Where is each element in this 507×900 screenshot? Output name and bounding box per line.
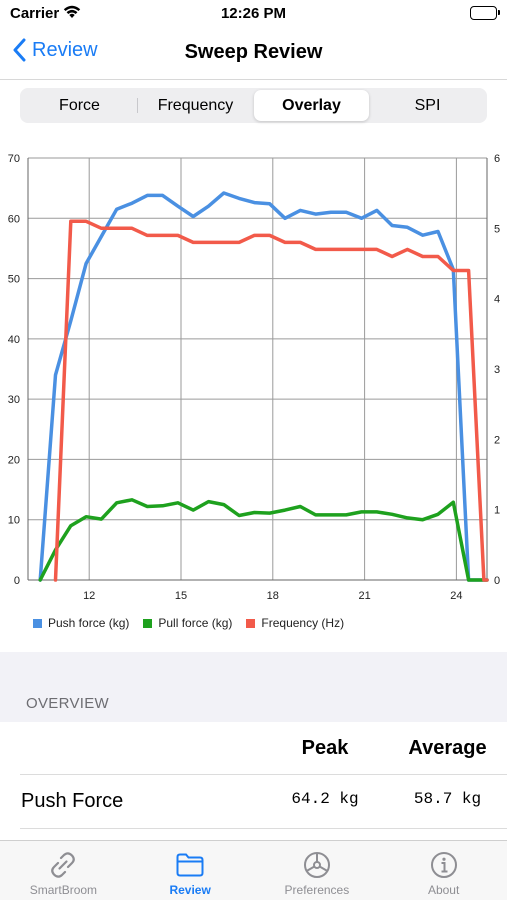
back-button[interactable]: Review (12, 38, 98, 62)
status-time: 12:26 PM (220, 5, 287, 22)
segment-force[interactable]: Force (59, 96, 100, 114)
segment-spi[interactable]: SPI (414, 96, 441, 114)
chart-mode-segmented-control: Force Frequency Overlay SPI (20, 88, 487, 123)
y-tick-label-left: 20 (8, 454, 20, 466)
folder-icon (176, 853, 204, 877)
series-line-pull-force (38, 498, 489, 582)
page-title: Sweep Review (184, 41, 323, 63)
status-bar: Carrier 12:26 PM (0, 0, 507, 30)
info-circle-icon (430, 852, 457, 878)
y-tick-label-left: 40 (8, 334, 20, 346)
row-divider (20, 828, 507, 829)
y-tick-label-right: 0 (494, 575, 500, 587)
y-tick-label-right: 4 (494, 294, 500, 306)
legend-item-pull: Pull force (kg) (143, 616, 232, 630)
overlay-chart: 0 10 20 30 40 50 60 70 0 1 2 3 4 5 6 12 15 18 21 24 (0, 134, 507, 652)
legend-swatch-pull (143, 618, 153, 628)
overview-table (0, 722, 507, 840)
wifi-icon (62, 4, 82, 24)
row-label-push-force: Push Force (21, 790, 124, 812)
carrier-label: Carrier (10, 5, 60, 22)
battery-icon (470, 6, 500, 20)
tab-label-smartbroom: SmartBroom (29, 883, 98, 897)
x-tick-label: 21 (358, 590, 370, 602)
y-tick-label-right: 6 (494, 153, 500, 165)
tab-smartbroom[interactable]: SmartBroom (0, 841, 127, 900)
tab-about[interactable]: About (380, 841, 507, 900)
y-tick-label-left: 30 (8, 394, 20, 406)
chevron-left-icon (13, 38, 26, 62)
x-tick-label: 18 (267, 590, 279, 602)
legend-item-frequency: Frequency (Hz) (246, 616, 344, 630)
x-tick-label: 24 (450, 590, 462, 602)
legend-swatch-frequency (246, 618, 256, 628)
y-tick-label-left: 50 (8, 274, 20, 286)
tab-label-about: About (427, 883, 460, 897)
tab-review[interactable]: Review (127, 841, 254, 900)
overview-section-header: OVERVIEW (26, 695, 109, 712)
legend-label-push: Push force (kg) (48, 616, 130, 630)
y-tick-label-right: 5 (494, 223, 500, 235)
y-tick-label-right: 2 (494, 434, 500, 446)
y-tick-label-right: 1 (494, 505, 500, 517)
chart-legend: Push force (kg) Pull force (kg) Frequenc… (33, 616, 344, 630)
segment-frequency[interactable]: Frequency (157, 96, 234, 114)
x-tick-label: 15 (175, 590, 187, 602)
segment-overlay[interactable]: Overlay (254, 90, 369, 121)
y-tick-label-left: 0 (14, 575, 20, 587)
row-divider (20, 774, 507, 775)
y-tick-label-left: 10 (8, 515, 20, 527)
link-icon (51, 852, 76, 878)
y-tick-label-left: 60 (8, 213, 20, 225)
tab-label-review: Review (169, 883, 211, 897)
column-header-average: Average (408, 737, 487, 759)
legend-item-push: Push force (kg) (33, 616, 129, 630)
series-line-frequency (53, 219, 489, 582)
column-header-peak: Peak (301, 737, 349, 759)
legend-swatch-push (33, 618, 42, 628)
segment-divider (137, 98, 138, 113)
legend-label-pull: Pull force (kg) (158, 616, 233, 630)
navigation-bar: Review Sweep Review (0, 30, 507, 80)
cell-push-force-average: 58.7 kg (413, 790, 482, 808)
legend-label-frequency: Frequency (Hz) (261, 616, 345, 630)
y-tick-label-left: 70 (8, 153, 20, 165)
x-tick-label: 12 (83, 590, 95, 602)
steering-wheel-icon (303, 852, 330, 878)
tab-preferences[interactable]: Preferences (254, 841, 381, 900)
back-button-label: Review (32, 38, 98, 61)
tab-bar: SmartBroom Review Preferences About (0, 840, 507, 900)
y-tick-label-right: 3 (494, 364, 500, 376)
series-line-push-force (38, 191, 489, 582)
tab-label-preferences: Preferences (284, 883, 350, 897)
cell-push-force-peak: 64.2 kg (291, 790, 359, 808)
